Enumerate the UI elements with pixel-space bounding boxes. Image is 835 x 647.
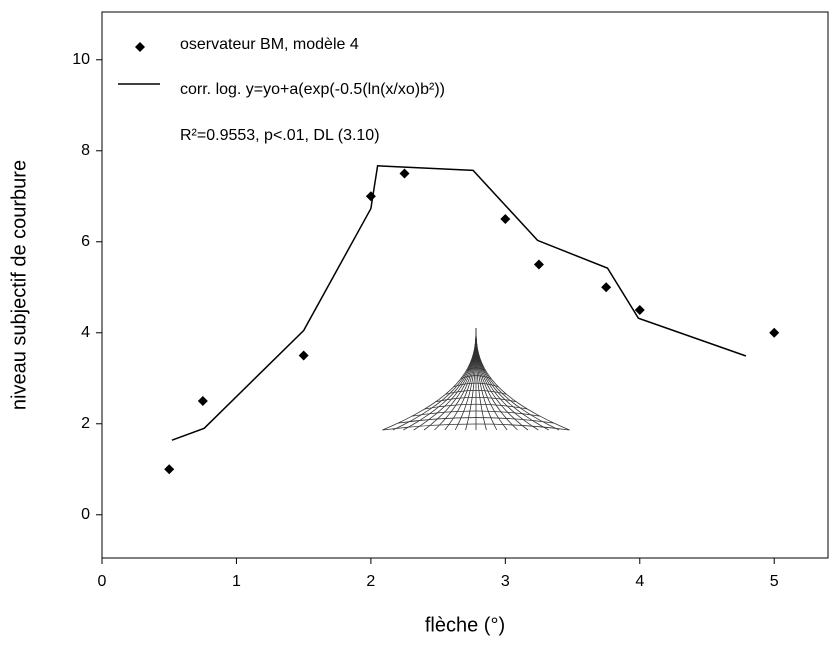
- data-point: [365, 191, 376, 202]
- mesh-line: [411, 410, 541, 417]
- data-point: [298, 350, 309, 361]
- mesh-line: [475, 340, 477, 343]
- mesh-line: [460, 375, 492, 380]
- data-point: [769, 327, 780, 338]
- mesh-line: [445, 389, 507, 395]
- data-point: [533, 259, 544, 270]
- legend-marker: [135, 42, 145, 52]
- legend-label: corr. log. y=yo+a(exp(-0.5(ln(x/xo)b²)): [180, 81, 445, 98]
- x-tick-label: 0: [98, 573, 107, 590]
- y-tick-label: 10: [72, 51, 90, 68]
- legend-label: oservateur BM, modèle 4: [180, 36, 359, 53]
- annotation: R²=0.9553, p<.01, DL (3.10): [180, 127, 380, 144]
- mesh-line: [470, 359, 482, 362]
- mesh-line: [475, 327, 529, 431]
- data-point: [634, 305, 645, 316]
- x-tick-label: 1: [232, 573, 241, 590]
- data-point: [164, 464, 175, 475]
- mesh-line: [397, 417, 555, 424]
- y-axis-title: niveau subjectif de courbure: [8, 160, 30, 410]
- inset-figure: [382, 327, 570, 431]
- plot-frame: [101, 11, 829, 559]
- mesh-line: [382, 423, 570, 431]
- mesh-line: [473, 350, 479, 353]
- y-tick-label: 8: [81, 142, 90, 159]
- y-tick-label: 4: [81, 324, 90, 341]
- mesh-line: [424, 403, 528, 410]
- x-tick-label: 2: [366, 573, 375, 590]
- x-tick-label: 5: [770, 573, 779, 590]
- mesh-line: [423, 327, 477, 431]
- fit-line: [171, 165, 747, 441]
- mesh-line: [466, 367, 486, 371]
- data-point: [399, 168, 410, 179]
- y-tick-label: 0: [81, 506, 90, 523]
- y-tick-label: 2: [81, 415, 90, 432]
- y-tick-label: 6: [81, 233, 90, 250]
- data-point: [601, 282, 612, 293]
- data-point: [500, 214, 511, 225]
- x-tick-label: 3: [501, 573, 510, 590]
- data-point: [197, 396, 208, 407]
- x-axis-title: flèche (°): [425, 614, 505, 636]
- mesh-line: [435, 397, 517, 403]
- mesh-line: [475, 327, 570, 431]
- x-tick-label: 4: [635, 573, 644, 590]
- mesh-line: [453, 382, 499, 387]
